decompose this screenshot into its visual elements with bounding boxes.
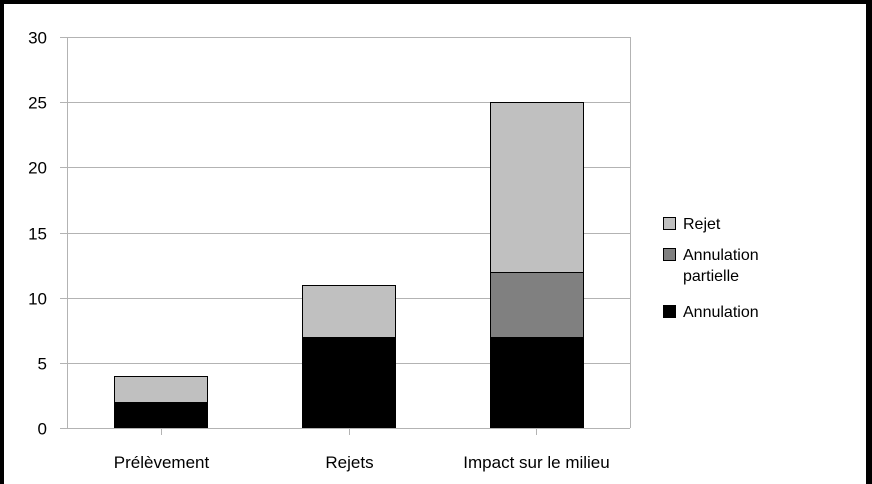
bar-segment — [302, 285, 396, 338]
legend-label: Rejet — [683, 216, 721, 233]
y-tick-label: 15 — [28, 225, 47, 244]
x-tick-label: Prélèvement — [114, 453, 210, 472]
bar-segment — [490, 102, 584, 273]
legend-label-line: Rejet — [683, 216, 721, 233]
bar-segment — [302, 337, 396, 429]
legend: Rejet Annulation partielle Annulation — [663, 216, 759, 321]
y-tick-label: 5 — [38, 355, 47, 374]
y-tick-label: 30 — [28, 29, 47, 48]
legend-swatch — [663, 305, 676, 318]
bar-segment — [490, 337, 584, 429]
legend-label: Annulation partielle — [683, 247, 759, 285]
y-tick-label: 0 — [38, 420, 47, 439]
bar-segment — [490, 272, 584, 338]
y-tick-label: 25 — [28, 94, 47, 113]
x-tick-label: Impact sur le milieu — [463, 453, 609, 472]
legend-label-line: Annulation — [683, 247, 759, 264]
y-tick-label: 10 — [28, 290, 47, 309]
x-axis-ticks: Prélèvement Rejets Impact sur le milieu — [67, 428, 630, 472]
legend-label-line: partielle — [683, 268, 739, 285]
legend-label-line: Annulation — [683, 304, 759, 321]
y-axis-ticks: 0 5 10 15 20 25 30 — [28, 29, 67, 439]
legend-swatch — [663, 217, 676, 230]
bar-segment — [114, 402, 208, 429]
bar-segment — [114, 376, 208, 403]
legend-label: Annulation — [683, 304, 759, 321]
legend-swatch — [663, 248, 676, 261]
bars — [114, 102, 584, 429]
y-tick-label: 20 — [28, 159, 47, 178]
x-tick-label: Rejets — [325, 453, 373, 472]
